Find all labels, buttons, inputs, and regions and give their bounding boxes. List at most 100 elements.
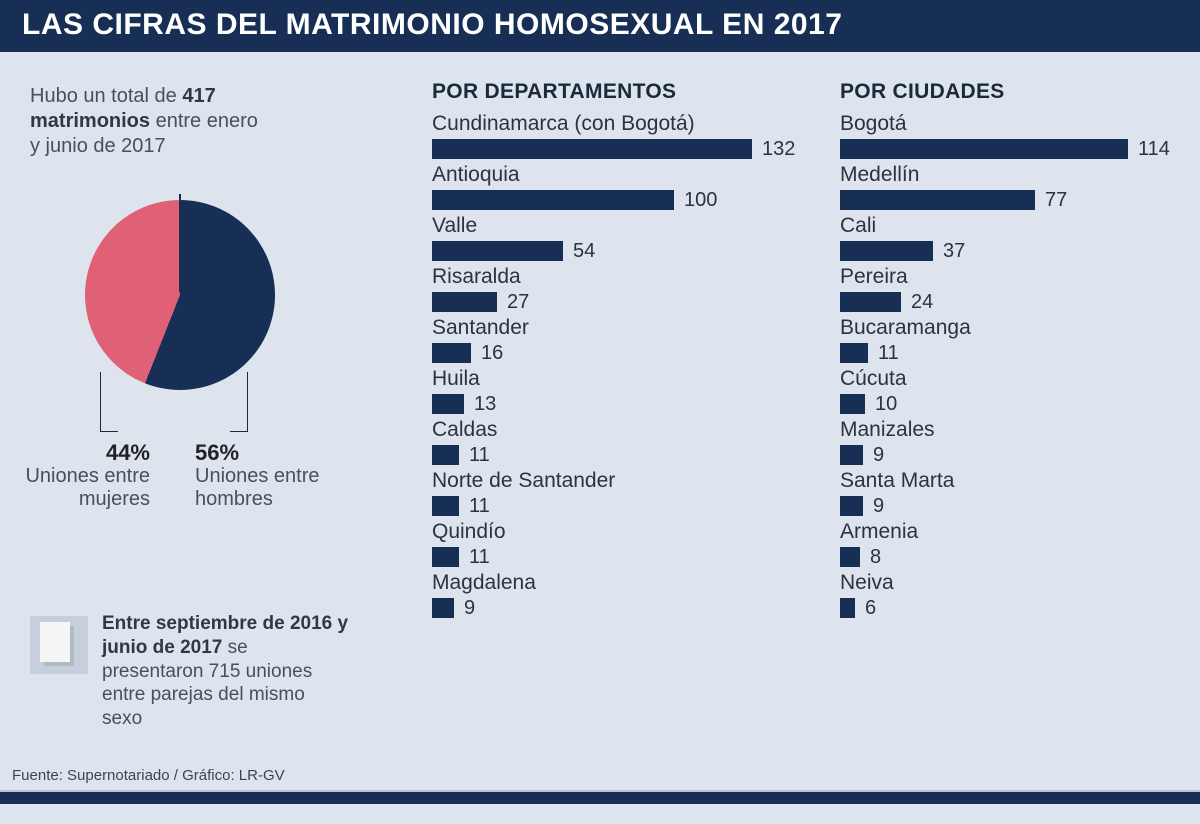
bar-line: 6 — [840, 597, 1180, 619]
bar-row: Manizales9 — [840, 418, 1180, 466]
bar-row: Magdalena9 — [432, 571, 812, 619]
bar-line: 11 — [840, 342, 1180, 364]
bar-row: Medellín77 — [840, 163, 1180, 211]
bar-row: Cali37 — [840, 214, 1180, 262]
bar-value: 9 — [464, 597, 475, 620]
bar-row: Antioquia100 — [432, 163, 812, 211]
bar-value: 77 — [1045, 189, 1067, 212]
bar-label: Cundinamarca (con Bogotá) — [432, 112, 812, 136]
document-icon — [30, 616, 88, 674]
bar-line: 8 — [840, 546, 1180, 568]
note-box: Entre septiembre de 2016 y junio de 2017… — [30, 612, 350, 731]
bar-value: 37 — [943, 240, 965, 263]
bar-value: 11 — [469, 546, 490, 569]
bar-line: 24 — [840, 291, 1180, 313]
bar-label: Quindío — [432, 520, 812, 544]
bar-rect — [840, 343, 868, 363]
bar-value: 27 — [507, 291, 529, 314]
bar-rect — [432, 292, 497, 312]
bar-label: Valle — [432, 214, 812, 238]
bar-line: 54 — [432, 240, 812, 262]
bar-line: 9 — [840, 495, 1180, 517]
bar-value: 54 — [573, 240, 595, 263]
footer-bar — [0, 792, 1200, 804]
bar-rect — [840, 547, 860, 567]
intro-pre: Hubo un total de — [30, 85, 182, 107]
bar-line: 10 — [840, 393, 1180, 415]
bar-rect — [840, 598, 855, 618]
bar-rect — [840, 292, 901, 312]
bar-label: Bucaramanga — [840, 316, 1180, 340]
bar-line: 132 — [432, 138, 812, 160]
leader-line-right — [230, 372, 248, 432]
bar-row: Huila13 — [432, 367, 812, 415]
cities-column: POR CIUDADES Bogotá114Medellín77Cali37Pe… — [840, 80, 1180, 622]
bar-rect — [840, 445, 863, 465]
bar-value: 9 — [873, 444, 884, 467]
bar-row: Pereira24 — [840, 265, 1180, 313]
pie-divider-line — [179, 194, 181, 292]
bar-line: 11 — [432, 495, 812, 517]
bar-label: Armenia — [840, 520, 1180, 544]
bar-rect — [432, 190, 674, 210]
bar-label: Risaralda — [432, 265, 812, 289]
bar-label: Santa Marta — [840, 469, 1180, 493]
bar-value: 24 — [911, 291, 933, 314]
bar-row: Bogotá114 — [840, 112, 1180, 160]
cities-heading: POR CIUDADES — [840, 80, 1180, 104]
pie-text-women: Uniones entre mujeres — [25, 465, 150, 510]
bar-rect — [432, 496, 459, 516]
bar-row: Cúcuta10 — [840, 367, 1180, 415]
bar-line: 27 — [432, 291, 812, 313]
bar-line: 100 — [432, 189, 812, 211]
bar-line: 9 — [432, 597, 812, 619]
cities-rows: Bogotá114Medellín77Cali37Pereira24Bucara… — [840, 112, 1180, 619]
bar-label: Medellín — [840, 163, 1180, 187]
bar-label: Antioquia — [432, 163, 812, 187]
bar-row: Cundinamarca (con Bogotá)132 — [432, 112, 812, 160]
bar-label: Caldas — [432, 418, 812, 442]
bar-label: Huila — [432, 367, 812, 391]
bar-rect — [432, 241, 563, 261]
bar-line: 13 — [432, 393, 812, 415]
bar-rect — [432, 394, 464, 414]
bar-label: Bogotá — [840, 112, 1180, 136]
bar-value: 9 — [873, 495, 884, 518]
bar-rect — [840, 241, 933, 261]
bar-row: Santander16 — [432, 316, 812, 364]
bar-label: Pereira — [840, 265, 1180, 289]
bar-value: 132 — [762, 138, 795, 161]
bar-value: 13 — [474, 393, 496, 416]
bar-line: 11 — [432, 546, 812, 568]
departments-rows: Cundinamarca (con Bogotá)132Antioquia100… — [432, 112, 812, 619]
bar-row: Valle54 — [432, 214, 812, 262]
bar-rect — [432, 547, 459, 567]
bar-line: 11 — [432, 444, 812, 466]
bar-label: Magdalena — [432, 571, 812, 595]
bar-rect — [840, 394, 865, 414]
bar-value: 10 — [875, 393, 897, 416]
bar-rect — [840, 139, 1128, 159]
bar-rect — [432, 598, 454, 618]
bar-row: Santa Marta9 — [840, 469, 1180, 517]
bar-rect — [432, 445, 459, 465]
departments-heading: POR DEPARTAMENTOS — [432, 80, 812, 104]
bar-line: 37 — [840, 240, 1180, 262]
bar-row: Caldas11 — [432, 418, 812, 466]
bar-line: 16 — [432, 342, 812, 364]
bar-line: 114 — [840, 138, 1180, 160]
pie-chart — [85, 200, 275, 390]
bar-rect — [432, 343, 471, 363]
bar-label: Santander — [432, 316, 812, 340]
source-text: Fuente: Supernotariado / Gráfico: LR-GV — [12, 767, 285, 784]
pie-label-men: 56% Uniones entre hombres — [195, 440, 345, 511]
bar-row: Norte de Santander11 — [432, 469, 812, 517]
pie-pct-men: 56% — [195, 440, 345, 465]
page-title: LAS CIFRAS DEL MATRIMONIO HOMOSEXUAL EN … — [0, 0, 1200, 52]
bar-rect — [840, 496, 863, 516]
intro-text: Hubo un total de 417 matrimonios entre e… — [30, 84, 270, 159]
bar-rect — [840, 190, 1035, 210]
bar-row: Neiva6 — [840, 571, 1180, 619]
bar-label: Neiva — [840, 571, 1180, 595]
content-area: Hubo un total de 417 matrimonios entre e… — [0, 52, 1200, 804]
